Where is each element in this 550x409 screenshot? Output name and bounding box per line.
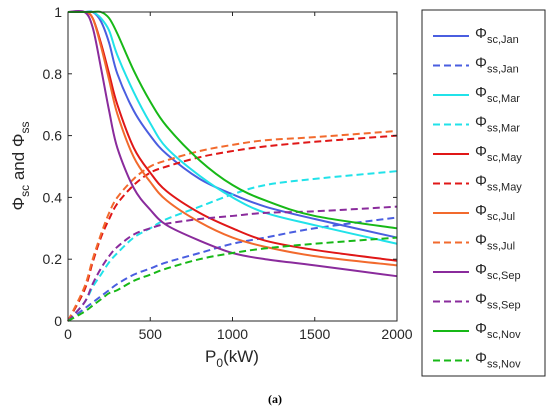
series-line-ss-jul	[67, 129, 398, 322]
legend-entry: Φss,Sep	[475, 291, 521, 312]
figure-caption: (a)	[268, 392, 282, 406]
y-axis-label-sub2: ss	[18, 122, 32, 134]
y-tick-label: 0.4	[43, 189, 63, 205]
x-axis-label-main: P	[205, 347, 216, 366]
y-tick-label: 1	[54, 4, 62, 20]
series-line-sc-sep	[67, 9, 398, 278]
legend-entry: Φsc,May	[475, 143, 522, 164]
x-tick-label: 2000	[381, 326, 412, 342]
y-axis-label: Φsc and Φss	[9, 122, 32, 211]
x-tick-label: 500	[139, 326, 163, 342]
x-axis-ticks: 0 500 1000 1500 2000	[64, 12, 413, 342]
y-axis-label-phi2: Φ	[9, 134, 28, 148]
series-line-sc-jul	[67, 10, 398, 267]
legend: Φsc,Jan Φss,Jan Φsc,Mar Φss,Mar Φsc,May Φss,M…	[433, 25, 522, 371]
y-tick-label: 0	[54, 313, 62, 329]
series-line-ss-jan	[67, 216, 398, 322]
plot-frame	[67, 11, 398, 322]
y-tick-label: 0.2	[43, 251, 63, 267]
y-tick-label: 0.6	[43, 128, 63, 144]
x-tick-label: 1500	[299, 326, 330, 342]
y-axis-label-and: and	[9, 147, 28, 185]
y-axis-label-phi1: Φ	[9, 197, 28, 211]
legend-entry: Φss,May	[475, 173, 522, 194]
legend-entry: Φss,Jul	[475, 232, 515, 253]
series-line-ss-mar	[67, 170, 398, 322]
x-axis-label-unit: (kW)	[223, 347, 259, 366]
x-axis-label: P0(kW)	[205, 347, 259, 370]
legend-entry: Φss,Jan	[475, 55, 519, 76]
y-axis-ticks: 0 0.2 0.4 0.6 0.8 1	[43, 4, 397, 329]
x-axis-label-sub: 0	[216, 356, 223, 370]
y-tick-label: 0.8	[43, 66, 63, 82]
legend-entry: Φsc,Mar	[475, 84, 520, 105]
legend-entry: Φsc,Nov	[475, 320, 521, 341]
legend-entry: Φsc,Sep	[475, 261, 521, 282]
y-axis-label-sub1: sc	[18, 185, 32, 197]
legend-entry: Φsc,Jul	[475, 202, 515, 223]
x-tick-label: 1000	[217, 326, 248, 342]
series-line-ss-nov	[67, 236, 398, 322]
legend-entry: Φss,Mar	[475, 114, 520, 135]
plot-lines	[67, 9, 398, 322]
series-line-sc-mar	[67, 10, 398, 245]
legend-entry: Φss,Nov	[475, 350, 521, 371]
legend-entry: Φsc,Jan	[475, 25, 519, 46]
legend-box	[421, 9, 546, 377]
series-line-ss-sep	[67, 205, 398, 322]
x-tick-label: 0	[64, 326, 72, 342]
